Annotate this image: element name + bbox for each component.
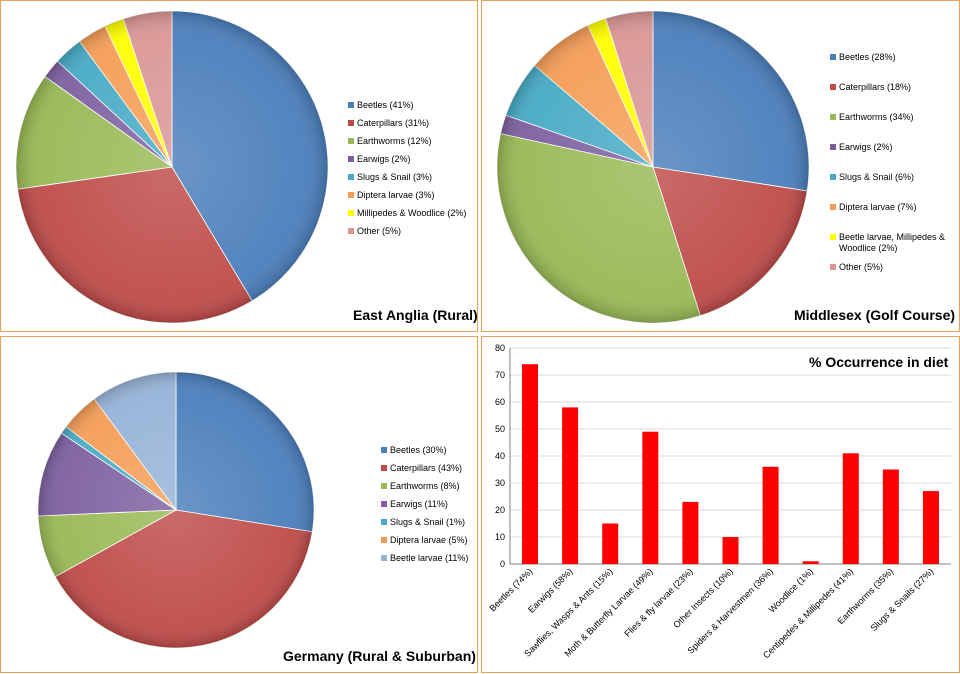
legend-swatch	[348, 156, 354, 162]
y-tick-label: 50	[495, 424, 505, 434]
bar-2	[602, 523, 619, 564]
y-tick-label: 40	[495, 451, 505, 461]
bar-9	[882, 469, 899, 564]
y-tick-label: 0	[500, 559, 505, 569]
bar-0	[522, 364, 539, 564]
legend-swatch	[348, 120, 354, 126]
legend-swatch	[381, 555, 387, 561]
legend-swatch	[348, 102, 354, 108]
bar-6	[762, 466, 779, 564]
bar-4	[682, 501, 699, 564]
bar-7	[802, 561, 819, 564]
legend-label: Caterpillars (18%)	[839, 82, 912, 92]
legend-label: Slugs & Snail (6%)	[839, 172, 915, 182]
chart-panel-occurrence: 0 10 20 30 40 50 60 70 80 Beetles (74%) Earwigs (5…	[481, 336, 960, 673]
legend-east-anglia: Beetles (41%) Caterpillars (31%) Earthworm…	[348, 100, 478, 250]
legend-label: Slugs & Snail (1%)	[390, 517, 466, 527]
legend-label: Diptera larvae (3%)	[357, 190, 435, 200]
legend-label: Earthworms (34%)	[839, 112, 914, 122]
bar-10	[922, 491, 939, 564]
legend-swatch	[348, 138, 354, 144]
legend-label: Earthworms (8%)	[390, 481, 460, 491]
bar-1	[562, 407, 579, 564]
chart-panel-middlesex: Beetles (28%) Caterpillars (18%) Earthworm…	[481, 0, 960, 332]
y-tick-label: 70	[495, 370, 505, 380]
y-tick-label: 10	[495, 532, 505, 542]
chart-title-occurrence: % Occurrence in diet	[809, 354, 949, 370]
legend-swatch	[348, 192, 354, 198]
legend-swatch	[830, 54, 836, 60]
legend-swatch	[830, 174, 836, 180]
chart-panel-germany: Beetles (30%) Caterpillars (43%) Earthworm…	[0, 336, 478, 673]
chart-panel-east-anglia: Beetles (41%) Caterpillars (31%) Earthworm…	[0, 0, 478, 332]
bar-8	[842, 453, 859, 564]
chart-title-middlesex: Middlesex (Golf Course)	[794, 307, 956, 323]
legend-label: Slugs & Snail (3%)	[357, 172, 433, 182]
legend-label: Other (5%)	[357, 226, 402, 236]
legend-swatch	[348, 228, 354, 234]
legend-swatch	[381, 501, 387, 507]
legend-swatch	[830, 114, 836, 120]
legend-swatch	[381, 537, 387, 543]
legend-label: Beetle larvae, Millipedes & Woodlice (2%…	[839, 232, 946, 253]
y-tick-label: 60	[495, 397, 505, 407]
legend-swatch	[830, 84, 836, 90]
bar-5	[722, 537, 739, 564]
legend-label: Other (5%)	[839, 262, 884, 272]
legend-label: Beetles (30%)	[390, 445, 447, 455]
legend-label: Beetles (28%)	[839, 52, 896, 62]
legend-label: Earwigs (2%)	[839, 142, 893, 152]
x-tick-label: Flies & fly larvae (23%)	[622, 566, 695, 639]
legend-swatch	[830, 234, 836, 240]
pie-slice-middlesex-0	[652, 10, 810, 192]
legend-swatch	[348, 210, 354, 216]
chart-title-germany: Germany (Rural & Suburban)	[283, 648, 476, 664]
y-tick-label: 30	[495, 478, 505, 488]
legend-label: Millipedes & Woodlice (2%)	[357, 208, 467, 218]
legend-middlesex: Beetles (28%) Caterpillars (18%) Earthworm…	[830, 52, 960, 282]
legend-label: Earwigs (11%)	[390, 499, 448, 509]
x-tick-label: Spiders & Harvestmen (36%)	[686, 566, 775, 655]
legend-label: Diptera larvae (5%)	[390, 535, 468, 545]
legend-label: Earthworms (12%)	[357, 136, 432, 146]
legend-germany: Beetles (30%) Caterpillars (43%) Earthworm…	[381, 445, 479, 575]
legend-label: Earwigs (2%)	[357, 154, 411, 164]
y-tick-label: 20	[495, 505, 505, 515]
legend-label: Beetles (41%)	[357, 100, 414, 110]
pie-slice-germany-0	[175, 371, 315, 533]
legend-swatch	[381, 519, 387, 525]
legend-swatch	[381, 483, 387, 489]
legend-swatch	[830, 264, 836, 270]
legend-swatch	[381, 465, 387, 471]
legend-label: Caterpillars (31%)	[357, 118, 430, 128]
legend-label: Beetle larvae (11%)	[390, 553, 469, 563]
bar-3	[642, 431, 659, 564]
legend-label: Diptera larvae (7%)	[839, 202, 917, 212]
legend-swatch	[830, 204, 836, 210]
legend-swatch	[348, 174, 354, 180]
legend-label: Caterpillars (43%)	[390, 463, 463, 473]
chart-title-east-anglia: East Anglia (Rural)	[353, 307, 478, 323]
legend-swatch	[381, 447, 387, 453]
legend-swatch	[830, 144, 836, 150]
y-tick-label: 80	[495, 343, 505, 353]
